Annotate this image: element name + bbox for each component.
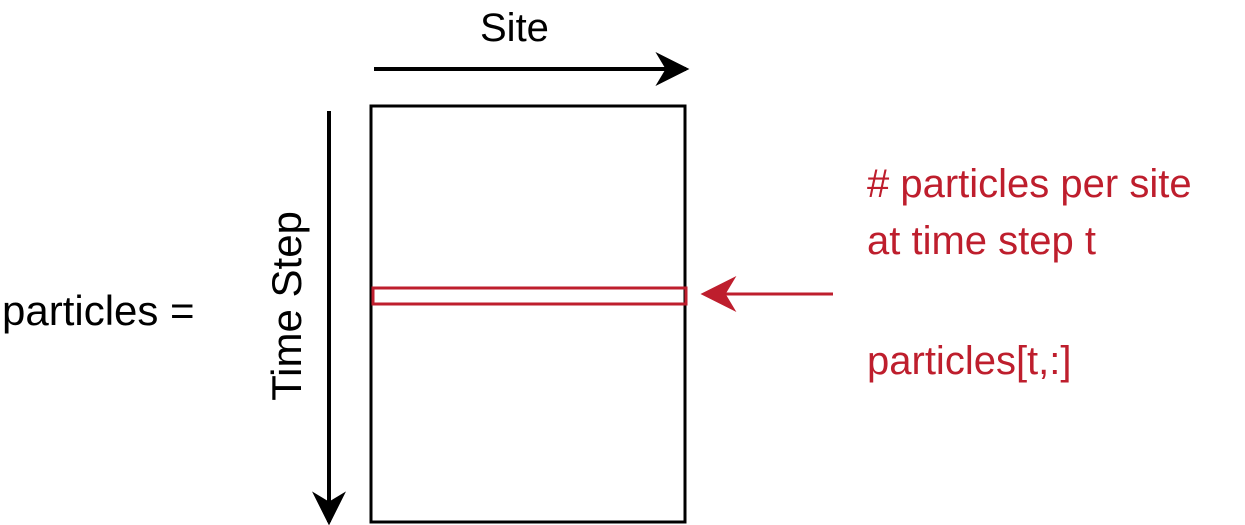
array-name-label: particles = bbox=[2, 287, 195, 334]
row-index-expression: particles[t,:] bbox=[867, 339, 1072, 383]
row-description-line1: # particles per site bbox=[867, 162, 1192, 206]
row-description-line2: at time step t bbox=[867, 219, 1096, 263]
site-axis-label: Site bbox=[480, 6, 549, 50]
time-step-axis-label: Time Step bbox=[263, 211, 310, 401]
highlighted-row bbox=[371, 286, 688, 306]
array-box bbox=[369, 104, 687, 524]
